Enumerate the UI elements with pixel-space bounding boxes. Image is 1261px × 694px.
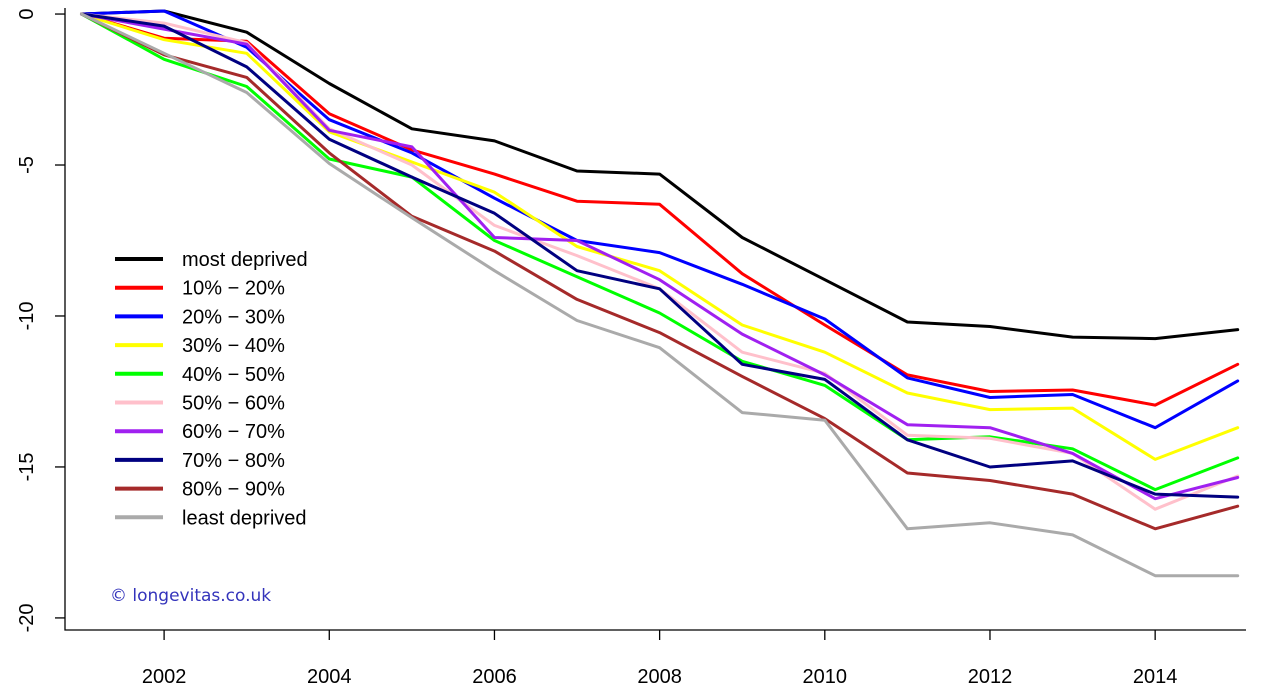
axis-frame [64,8,1246,631]
legend-label-60-70: 60% − 70% [182,421,285,443]
series-line-60-70 [80,12,1240,501]
y-tick-label: -5 [16,156,38,174]
watermark-text: © longevitas.co.uk [110,586,271,606]
legend-label-70-80: 70% − 80% [182,450,285,472]
y-tick-label: -20 [16,603,38,632]
legend-label-40-50: 40% − 50% [182,364,285,386]
legend-label-80-90: 80% − 90% [182,479,285,501]
series-line-most-deprived [80,9,1240,341]
x-tick-label: 2014 [1133,666,1178,688]
series-lines [80,9,1240,578]
legend-label-20-30: 20% − 30% [182,306,285,328]
y-tick-label: -15 [16,452,38,481]
x-tick-label: 2008 [637,666,682,688]
x-tick-label: 2012 [968,666,1013,688]
x-tick-label: 2004 [307,666,352,688]
series-line-30-40 [80,12,1240,461]
series-line-10-20 [80,12,1240,407]
x-tick-label: 2010 [803,666,848,688]
y-axis: 0 -5 -10 -15 -20 [16,8,65,632]
x-tick-label: 2002 [142,666,187,688]
y-tick-label: 0 [16,8,38,19]
legend-label-30-40: 30% − 40% [182,335,285,357]
x-tick-label: 2006 [472,666,517,688]
series-line-80-90 [80,12,1240,531]
legend-label-50-60: 50% − 60% [182,393,285,415]
legend-label-least-deprived: least deprived [182,507,307,529]
legend-label-most-deprived: most deprived [182,249,308,271]
series-line-70-80 [80,12,1240,499]
legend-label-10-20: 10% − 20% [182,278,285,300]
y-tick-label: -10 [16,302,38,331]
series-line-least-deprived [80,12,1240,578]
x-axis: 2002 2004 2006 2008 2010 2012 2014 [142,630,1178,688]
plot-frame [64,8,1246,631]
legend: most deprived 10% − 20% 20% − 30% 30% − 40%… [115,249,308,529]
